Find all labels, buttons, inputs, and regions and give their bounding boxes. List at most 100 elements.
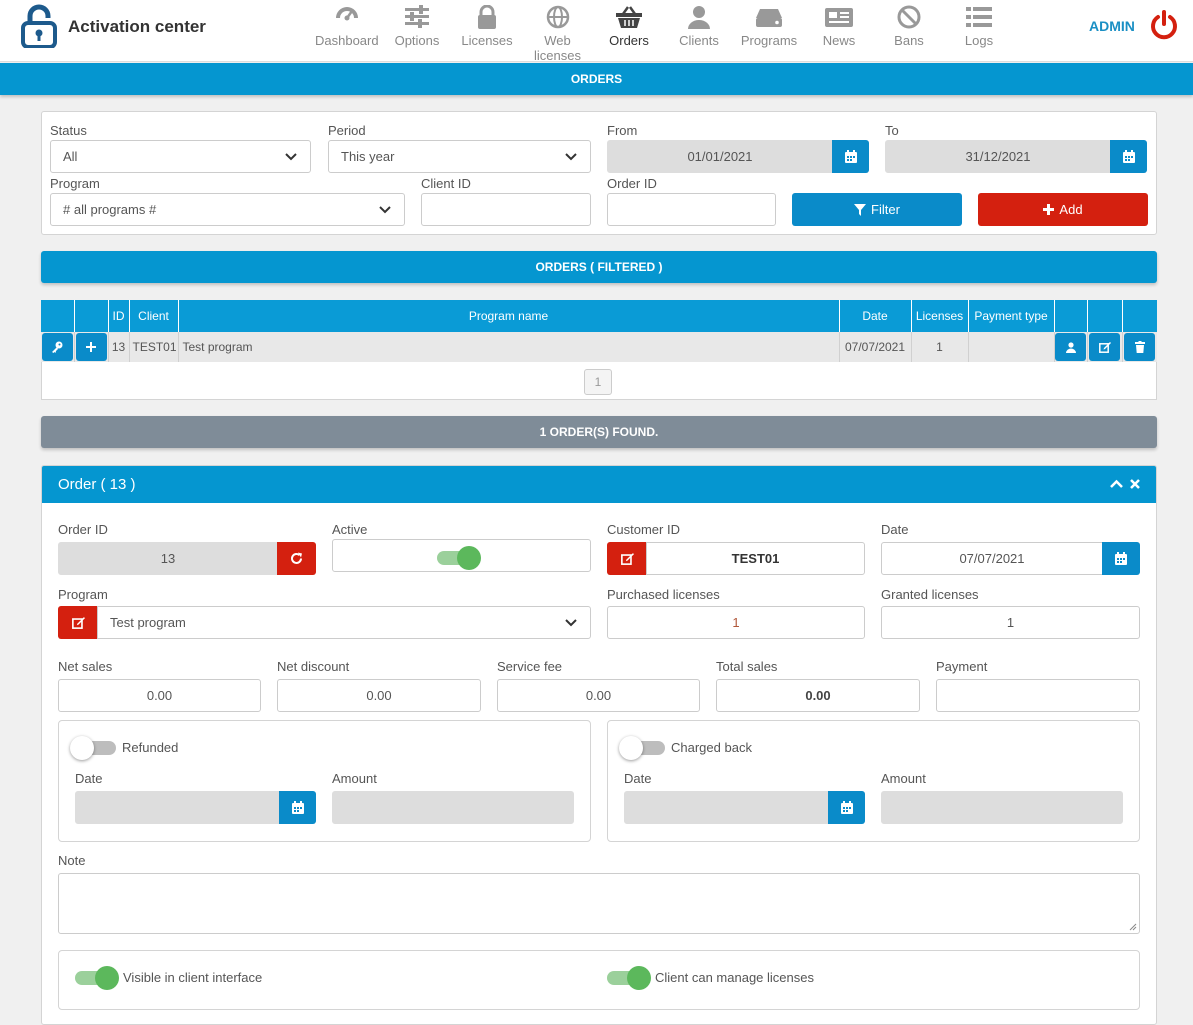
chargeback-date-label: Date (624, 771, 652, 786)
filter-button[interactable]: Filter (792, 193, 962, 226)
app-title: Activation center (68, 17, 206, 36)
refund-date-calendar-button[interactable] (279, 791, 316, 824)
orders-filtered-bar: ORDERS ( FILTERED ) (41, 251, 1157, 283)
from-label: From (607, 123, 638, 138)
view-client-button[interactable] (1055, 333, 1086, 361)
from-date-input[interactable]: 01/01/2021 (607, 140, 833, 173)
dashboard-gauge-icon (335, 7, 358, 29)
refunded-toggle[interactable] (70, 736, 116, 760)
period-select[interactable]: This year (328, 140, 591, 173)
order-id-filter-input[interactable] (607, 193, 776, 226)
regenerate-order-id-button[interactable] (277, 542, 316, 575)
from-calendar-button[interactable] (832, 140, 869, 173)
trash-icon (1134, 341, 1145, 353)
purchased-licenses-field[interactable]: 1 (607, 606, 865, 639)
order-id-label: Order ID (58, 522, 108, 537)
status-select[interactable]: All (50, 140, 311, 173)
payment-field[interactable] (936, 679, 1140, 712)
program-select[interactable]: Test program (97, 606, 591, 639)
refund-amount-field[interactable] (332, 791, 574, 824)
col-header-id[interactable]: ID (108, 300, 130, 332)
license-key-button[interactable] (41, 333, 73, 361)
payment-label: Payment (936, 659, 988, 674)
list-icon (966, 7, 992, 27)
col-header-payment-type[interactable]: Payment type (968, 300, 1055, 332)
row-date: 07/07/2021 (839, 332, 912, 362)
delete-order-button[interactable] (1124, 333, 1156, 361)
nav-logs[interactable]: Logs (962, 5, 996, 48)
note-label: Note (58, 853, 86, 868)
granted-licenses-field[interactable]: 1 (881, 606, 1140, 639)
nav-licenses-label: Licenses (461, 33, 513, 48)
col-header-client[interactable]: Client (129, 300, 179, 332)
table-row[interactable]: 13 TEST01 Test program 07/07/2021 1 (41, 332, 1157, 362)
pagination-page-1[interactable]: 1 (584, 369, 612, 395)
globe-icon (546, 5, 569, 29)
edit-order-button[interactable] (1089, 333, 1120, 361)
row-key-cell (41, 332, 75, 362)
nav-bans[interactable]: Bans (890, 5, 928, 48)
col-header-date[interactable]: Date (839, 300, 912, 332)
to-date-input[interactable]: 31/12/2021 (885, 140, 1111, 173)
plus-icon (86, 342, 96, 352)
lock-icon (478, 5, 496, 29)
nav-web-licenses[interactable]: Web licenses (520, 5, 595, 63)
edit-customer-button[interactable] (607, 542, 647, 575)
nav-options[interactable]: Options (392, 5, 442, 48)
refund-date-field[interactable] (75, 791, 280, 824)
customer-id-label: Customer ID (607, 522, 680, 537)
manage-licenses-toggle[interactable] (607, 966, 651, 990)
row-client-cell (1054, 332, 1088, 362)
unlock-logo-icon (21, 4, 57, 48)
net-discount-field[interactable]: 0.00 (277, 679, 481, 712)
order-date-label: Date (881, 522, 909, 537)
client-id-filter-input[interactable] (421, 193, 591, 226)
admin-user-link[interactable]: ADMIN (1089, 18, 1135, 34)
ban-icon (897, 5, 921, 29)
nav-news-label: News (822, 33, 856, 48)
nav-news[interactable]: News (819, 5, 859, 48)
nav-programs[interactable]: Programs (739, 5, 799, 48)
order-date-field[interactable]: 07/07/2021 (881, 542, 1103, 575)
note-textarea[interactable] (58, 873, 1140, 934)
calendar-icon (1122, 150, 1135, 163)
row-program: Test program (178, 332, 840, 362)
col-header-program-name[interactable]: Program name (178, 300, 840, 332)
service-fee-field[interactable]: 0.00 (497, 679, 700, 712)
col-header-licenses[interactable]: Licenses (911, 300, 969, 332)
user-icon (688, 6, 710, 29)
edit-program-button[interactable] (58, 606, 98, 639)
add-order-button[interactable]: Add (978, 193, 1148, 226)
row-id: 13 (108, 332, 130, 362)
chevron-up-icon[interactable] (1110, 479, 1123, 489)
nav-dashboard[interactable]: Dashboard (315, 5, 379, 48)
page-title-bar: ORDERS (0, 63, 1193, 95)
nav-dashboard-label: Dashboard (315, 33, 379, 48)
chargeback-date-calendar-button[interactable] (828, 791, 865, 824)
nav-clients[interactable]: Clients (677, 5, 721, 48)
plus-icon (1043, 204, 1055, 215)
to-calendar-button[interactable] (1110, 140, 1147, 173)
customer-id-field[interactable]: TEST01 (646, 542, 865, 575)
row-add-cell (74, 332, 109, 362)
close-icon[interactable] (1130, 479, 1140, 489)
add-order-button-label: Add (1059, 202, 1083, 217)
program-filter-select[interactable]: # all programs # (50, 193, 405, 226)
toggle-knob (70, 736, 94, 760)
nav-licenses[interactable]: Licenses (461, 5, 513, 48)
chargeback-date-field[interactable] (624, 791, 829, 824)
chargeback-amount-field[interactable] (881, 791, 1123, 824)
refresh-icon (291, 552, 302, 564)
order-date-calendar-button[interactable] (1102, 542, 1140, 575)
active-toggle[interactable] (437, 546, 481, 570)
resize-handle-icon[interactable] (1129, 923, 1137, 931)
chargeback-toggle[interactable] (619, 736, 665, 760)
orders-table: ID Client Program name Date Licenses Pay… (41, 300, 1157, 362)
add-license-button[interactable] (75, 333, 107, 361)
program-value: Test program (110, 615, 186, 630)
power-icon[interactable] (1150, 10, 1178, 40)
order-id-field[interactable]: 13 (58, 542, 278, 575)
visible-toggle[interactable] (75, 966, 119, 990)
nav-orders[interactable]: Orders (607, 5, 651, 48)
net-sales-field[interactable]: 0.00 (58, 679, 261, 712)
